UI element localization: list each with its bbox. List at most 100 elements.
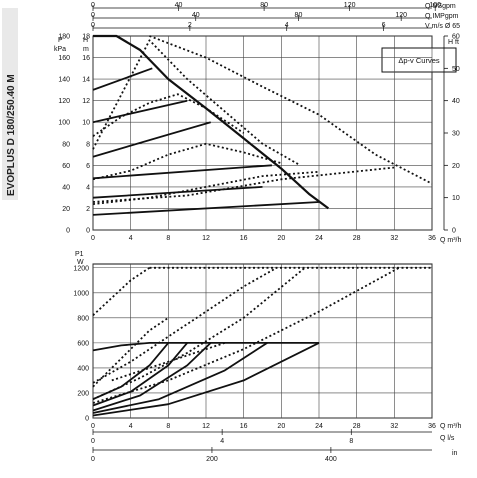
legend-label: Δp-v Curves	[398, 56, 440, 65]
head-ft-tick-label: 60	[452, 34, 460, 41]
top-scale-tick-label: 0	[91, 22, 95, 29]
top-scale-tick-label: 40	[175, 2, 183, 9]
head-axis-label-unit: m	[83, 46, 89, 53]
head-ft-tick-label: 20	[452, 163, 460, 170]
top-plot-frame	[92, 35, 433, 231]
head-m-tick-label: 8	[86, 141, 90, 148]
top-x-tick-label: 8	[166, 235, 170, 242]
top-scale-tick-label: 120	[344, 2, 356, 9]
bottom-x-tick-label: 16	[240, 423, 248, 430]
top-scale-tick-label: 80	[260, 2, 268, 9]
sidebar-band	[2, 8, 18, 200]
head-m-tick-label: 2	[86, 206, 90, 213]
bottom-series-dotted	[92, 267, 306, 401]
lps-axis-label: Q l/s	[440, 435, 455, 442]
pressure-tick-label: 120	[58, 98, 70, 105]
power-axis-label-top: P1	[75, 251, 84, 258]
model-label: EVOPLUS D 180/250.40 M	[6, 74, 17, 196]
top-series-dotted	[149, 35, 433, 185]
bottom-x-tick-label: 32	[390, 423, 398, 430]
impgpm-axis-label: Q IMPgpm	[425, 13, 459, 20]
top-x-axis-label: Q m³/h	[440, 237, 461, 244]
top-series-dotted	[92, 93, 245, 137]
bottom-scale-tick-label: 200	[206, 456, 218, 463]
power-tick-label: 800	[77, 315, 89, 322]
pressure-tick-label: 180	[58, 34, 70, 41]
head-ft-axis-label: H ft	[448, 39, 459, 46]
pressure-axis-label-top: P	[58, 37, 63, 44]
top-x-tick-label: 4	[129, 235, 133, 242]
head-m-tick-label: 10	[82, 120, 90, 127]
top-x-tick-label: 36	[428, 235, 436, 242]
bottom-scale-tick-label: 8	[349, 438, 353, 445]
top-x-tick-label: 20	[277, 235, 285, 242]
in-axis-label: in	[452, 450, 458, 457]
top-series-solid	[92, 67, 153, 91]
bottom-scale-tick-label: 0	[91, 456, 95, 463]
bottom-series-dotted	[92, 267, 150, 316]
chart-marks: 0 4 8 12 16 20 24 28 32 3600220440660880101001212…	[58, 2, 460, 463]
head-m-tick-label: 12	[82, 98, 90, 105]
head-ft-tick-label: 0	[452, 228, 456, 235]
head-ft-tick-label: 40	[452, 98, 460, 105]
top-x-tick-label: 0	[91, 235, 95, 242]
bottom-series-dotted	[111, 342, 226, 382]
bottom-plot-frame	[92, 263, 433, 419]
bottom-x-tick-label: 20	[277, 423, 285, 430]
bottom-x-tick-label: 8	[166, 423, 170, 430]
bottom-scale-tick-label: 4	[220, 438, 224, 445]
top-scale-tick-label: 0	[91, 12, 95, 19]
power-tick-label: 600	[77, 340, 89, 347]
bottom-series-dotted	[92, 267, 400, 404]
pressure-tick-label: 100	[58, 120, 70, 127]
pressure-tick-label: 40	[62, 184, 70, 191]
power-tick-label: 1200	[73, 265, 89, 272]
bottom-series-solid	[92, 341, 159, 352]
top-scale-tick-label: 160	[429, 2, 441, 9]
head-axis-label-top: H	[83, 37, 88, 44]
pressure-tick-label: 20	[62, 206, 70, 213]
pressure-tick-label: 60	[62, 163, 70, 170]
bottom-x-tick-label: 4	[129, 423, 133, 430]
head-m-tick-label: 18	[82, 34, 90, 41]
bottom-x-tick-label: 36	[428, 423, 436, 430]
top-x-tick-label: 12	[202, 235, 210, 242]
pressure-axis-label-unit: kPa	[54, 46, 66, 53]
bottom-x-tick-label: 24	[315, 423, 323, 430]
power-tick-label: 0	[85, 416, 89, 423]
power-axis-label-unit: W	[77, 259, 84, 266]
top-scale-tick-label: 120	[395, 12, 407, 19]
pressure-tick-label: 160	[58, 55, 70, 62]
head-m-tick-label: 14	[82, 77, 90, 84]
top-scale-tick-label: 2	[188, 22, 192, 29]
pressure-tick-label: 80	[62, 141, 70, 148]
bottom-x-axis-label: Q m³/h	[440, 423, 461, 430]
head-m-tick-label: 6	[86, 163, 90, 170]
bottom-x-tick-label: 28	[353, 423, 361, 430]
pressure-tick-label: 0	[66, 228, 70, 235]
top-series-solid	[92, 164, 272, 180]
top-series-dotted	[92, 142, 282, 181]
top-scale-tick-label: 80	[295, 12, 303, 19]
bottom-series-dotted	[92, 267, 278, 384]
top-scale-tick-label: 4	[285, 22, 289, 29]
top-x-tick-label: 16	[240, 235, 248, 242]
bottom-x-tick-label: 0	[91, 423, 95, 430]
bottom-scale-tick-label: 0	[91, 438, 95, 445]
head-m-tick-label: 16	[82, 55, 90, 62]
top-series-solid	[92, 201, 320, 216]
bottom-series-solid	[92, 342, 320, 417]
pressure-tick-label: 140	[58, 77, 70, 84]
bottom-series-solid	[92, 342, 268, 414]
top-series-solid	[92, 121, 211, 158]
top-x-tick-label: 32	[390, 235, 398, 242]
head-ft-tick-label: 30	[452, 131, 460, 138]
bottom-scale-tick-label: 400	[325, 456, 337, 463]
power-tick-label: 200	[77, 390, 89, 397]
bottom-series-solid	[92, 342, 188, 407]
power-tick-label: 400	[77, 365, 89, 372]
head-m-tick-label: 0	[86, 228, 90, 235]
top-scale-tick-label: 6	[382, 22, 386, 29]
